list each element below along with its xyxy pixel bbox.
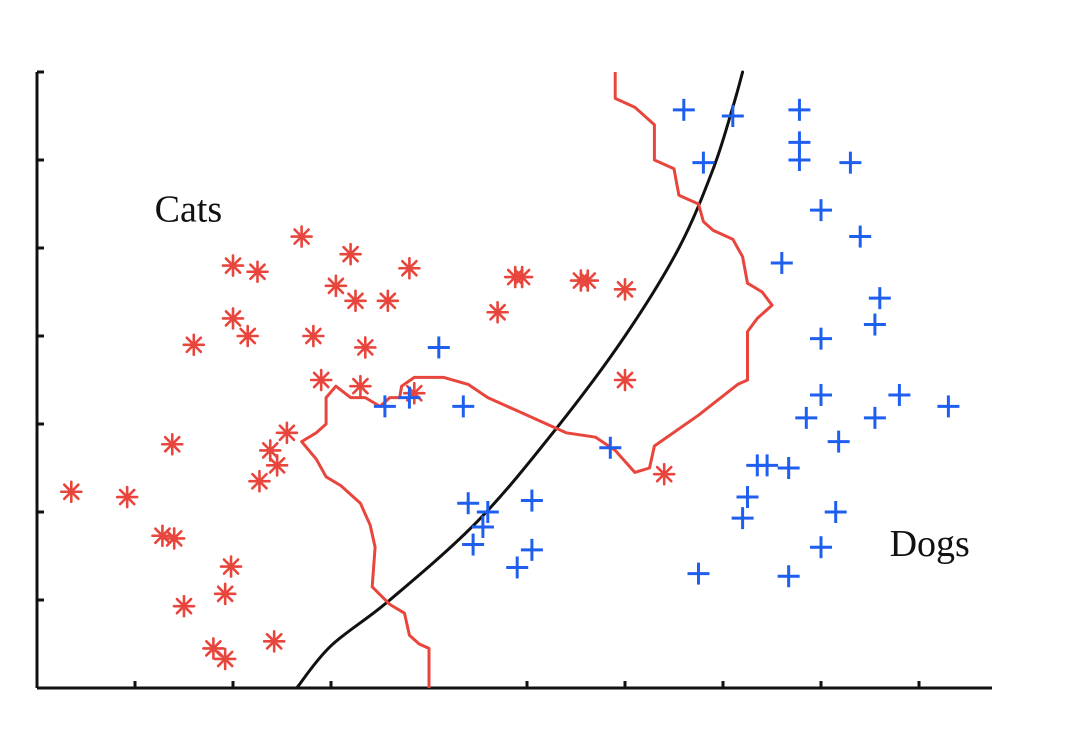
cat-point	[290, 225, 313, 248]
dog-point	[736, 486, 759, 509]
cat-point	[213, 647, 237, 671]
cat-point	[262, 630, 286, 653]
dog-point	[788, 149, 811, 171]
dog-point	[398, 386, 421, 409]
cat-point	[376, 289, 400, 313]
cat-point	[339, 242, 362, 266]
cat-point	[160, 432, 184, 456]
cat-point	[275, 421, 299, 445]
dog-point	[863, 313, 886, 336]
y-ticks	[37, 70, 44, 602]
cat-point	[349, 374, 372, 398]
cat-point	[613, 368, 637, 392]
dog-point	[457, 492, 480, 515]
cats-label: Cats	[155, 189, 223, 231]
cat-point	[398, 256, 421, 280]
cat-point	[213, 582, 237, 606]
dog-point	[452, 395, 475, 418]
dog-point	[506, 556, 529, 579]
dog-point	[788, 98, 811, 121]
cat-point	[221, 254, 245, 277]
cat-point	[219, 555, 243, 578]
cat-point	[115, 485, 139, 509]
cat-point	[302, 324, 325, 348]
dog-point	[777, 457, 800, 479]
dog-point	[849, 225, 872, 248]
axes	[35, 70, 992, 690]
cat-point	[248, 469, 271, 493]
cat-point	[265, 454, 289, 477]
cat-point	[182, 333, 206, 357]
dog-point	[888, 383, 911, 406]
cat-point	[510, 265, 534, 289]
data-points	[59, 98, 960, 671]
cat-point	[59, 480, 83, 504]
dog-point	[770, 251, 793, 274]
dog-point	[731, 507, 754, 530]
cat-point	[486, 300, 509, 324]
cat-point	[576, 269, 600, 292]
dog-point	[810, 383, 832, 406]
cat-point	[162, 527, 186, 550]
cat-point	[324, 274, 348, 298]
dog-point	[810, 327, 832, 350]
dog-point	[810, 536, 832, 559]
cat-point	[353, 336, 377, 359]
dog-point	[839, 151, 862, 174]
dog-point	[795, 406, 818, 429]
dog-point	[427, 336, 450, 359]
dog-point	[721, 105, 744, 127]
dogs-label: Dogs	[890, 523, 970, 565]
dog-point	[692, 151, 715, 174]
cat-point	[402, 381, 426, 405]
dog-point	[476, 501, 499, 523]
cat-point	[613, 278, 637, 301]
dog-point	[863, 406, 886, 429]
dog-point	[827, 430, 850, 453]
dog-point	[937, 395, 960, 418]
dog-point	[462, 533, 485, 556]
dog-point	[520, 538, 543, 561]
cat-point	[309, 368, 333, 392]
dog-point	[672, 98, 695, 121]
dog-point	[599, 436, 622, 459]
dog-point	[824, 501, 847, 523]
cat-point	[344, 289, 367, 313]
cat-point	[652, 462, 676, 486]
dog-point	[687, 562, 710, 585]
dog-point	[868, 287, 891, 310]
dog-point	[777, 565, 800, 588]
dog-point	[810, 199, 832, 222]
class-labels: Cats Dogs	[155, 189, 970, 565]
cat-point	[246, 260, 269, 284]
dog-point	[520, 489, 543, 512]
decision-boundaries	[295, 70, 774, 690]
dog-point	[471, 515, 494, 538]
cat-point	[236, 324, 260, 348]
smooth-decision-boundary	[295, 70, 745, 690]
dog-point	[756, 454, 779, 477]
jagged-decision-boundary	[300, 72, 774, 688]
cat-point	[221, 307, 245, 330]
dog-point	[373, 395, 396, 418]
cat-point	[172, 594, 196, 618]
